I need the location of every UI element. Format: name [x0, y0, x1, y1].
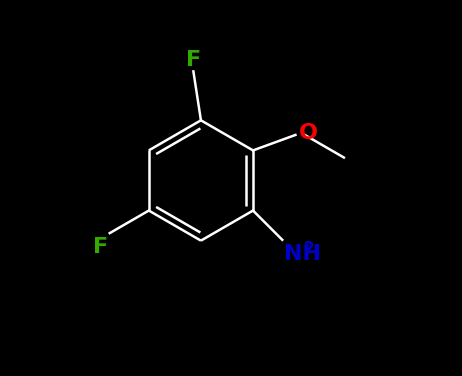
Text: 2: 2 [304, 241, 315, 256]
Text: O: O [299, 123, 318, 143]
Text: NH: NH [284, 244, 321, 264]
Text: F: F [93, 237, 108, 257]
Text: F: F [186, 50, 201, 70]
